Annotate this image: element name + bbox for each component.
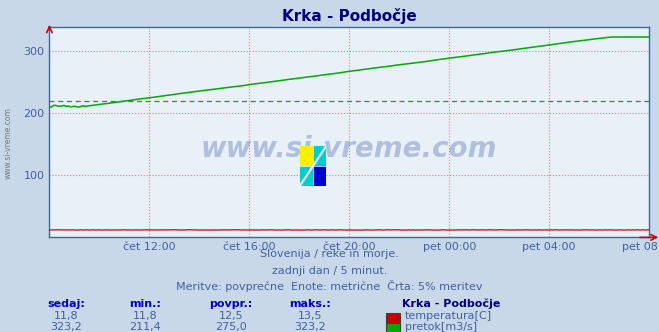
Text: 11,8: 11,8 [132, 311, 158, 321]
Bar [313, 146, 326, 166]
Text: zadnji dan / 5 minut.: zadnji dan / 5 minut. [272, 266, 387, 276]
Bar [300, 146, 313, 166]
Text: 275,0: 275,0 [215, 322, 246, 332]
Text: min.:: min.: [129, 299, 161, 309]
Text: Krka - Podbočje: Krka - Podbočje [402, 298, 500, 309]
Text: 13,5: 13,5 [297, 311, 322, 321]
Text: 12,5: 12,5 [218, 311, 243, 321]
Text: povpr.:: povpr.: [209, 299, 252, 309]
Text: www.si-vreme.com: www.si-vreme.com [3, 107, 13, 179]
Text: Slovenija / reke in morje.: Slovenija / reke in morje. [260, 249, 399, 259]
Text: Meritve: povprečne  Enote: metrične  Črta: 5% meritev: Meritve: povprečne Enote: metrične Črta:… [176, 281, 483, 292]
Title: Krka - Podbočje: Krka - Podbočje [282, 8, 416, 24]
Text: 211,4: 211,4 [129, 322, 161, 332]
Text: 323,2: 323,2 [50, 322, 82, 332]
Bar [300, 166, 313, 186]
Text: temperatura[C]: temperatura[C] [405, 311, 492, 321]
Text: www.si-vreme.com: www.si-vreme.com [201, 135, 498, 163]
Text: pretok[m3/s]: pretok[m3/s] [405, 322, 476, 332]
Text: sedaj:: sedaj: [47, 299, 85, 309]
Text: maks.:: maks.: [289, 299, 331, 309]
Bar [313, 166, 326, 186]
Text: 323,2: 323,2 [294, 322, 326, 332]
Text: 11,8: 11,8 [53, 311, 78, 321]
